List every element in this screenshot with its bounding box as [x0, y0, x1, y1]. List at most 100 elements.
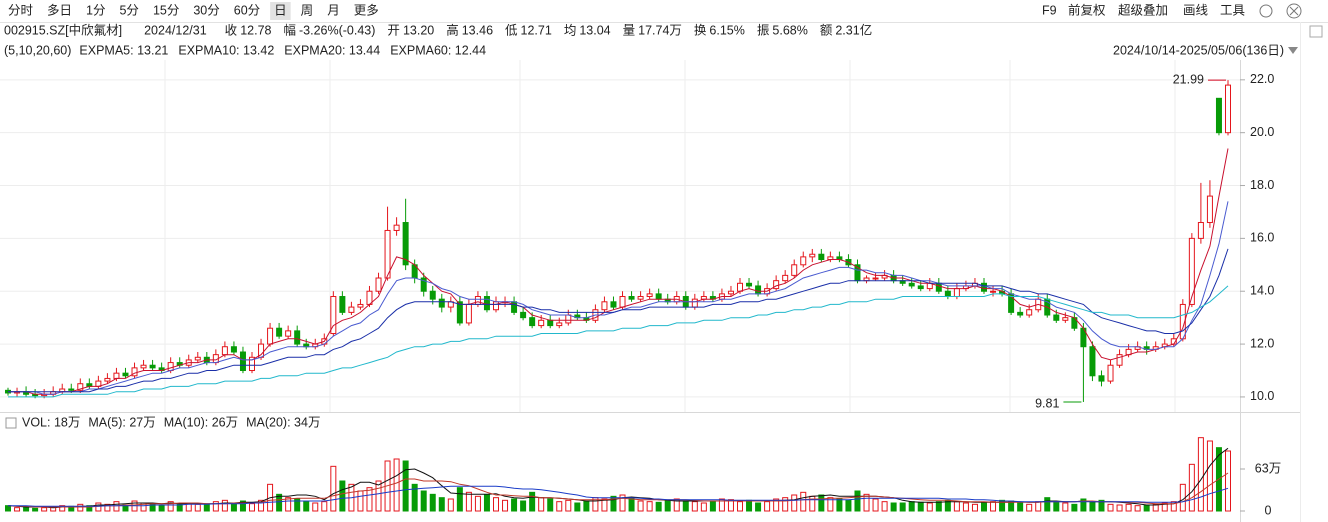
tool-button[interactable]: 画线: [1183, 3, 1209, 17]
volume-bar: [1143, 504, 1150, 512]
candle-body: [1215, 97, 1222, 134]
candle-body: [935, 282, 942, 292]
volume-bar: [294, 498, 301, 512]
field-label: 高: [446, 22, 459, 37]
candle-body: [339, 296, 346, 313]
volume-bar: [1161, 502, 1168, 512]
volume-bar: [221, 499, 228, 512]
volume-bar: [285, 497, 292, 512]
candle-body: [655, 293, 662, 300]
tool-button[interactable]: 超级叠加: [1118, 2, 1168, 17]
volume-bar: [32, 507, 39, 512]
candle-body: [230, 346, 237, 353]
volume-bar: [1197, 437, 1204, 512]
field-label: 额: [820, 23, 833, 37]
volume-bar: [872, 498, 879, 512]
tab[interactable]: 多日: [47, 3, 72, 17]
volume-bar: [1071, 503, 1078, 512]
settings-icon[interactable]: [1259, 4, 1273, 18]
candle-body: [104, 377, 111, 382]
annotation: 21.99: [1173, 72, 1204, 86]
candle-body: [800, 256, 807, 266]
candle-body: [1098, 375, 1105, 382]
candle-body: [646, 293, 653, 298]
candle-body: [1053, 314, 1060, 321]
volume-bar: [14, 507, 21, 512]
volume-bar: [104, 503, 111, 512]
tab[interactable]: 周: [301, 3, 314, 17]
volume-bar: [239, 500, 246, 512]
volume-bar: [5, 505, 11, 512]
volume-bar: [664, 499, 671, 512]
close-icon[interactable]: [1289, 6, 1299, 16]
candle-body: [375, 277, 382, 292]
candle-body: [1188, 237, 1195, 305]
volume-bar: [1170, 501, 1177, 512]
volume-bar: [854, 490, 861, 512]
candle-body: [294, 330, 301, 345]
volume-bar: [86, 505, 93, 512]
volume-bar: [1044, 497, 1051, 512]
tab[interactable]: 5分: [119, 3, 138, 17]
tab[interactable]: 15分: [153, 3, 179, 17]
volume-bar: [538, 497, 545, 512]
tool-button[interactable]: 前复权: [1068, 2, 1106, 17]
tab[interactable]: 分时: [8, 3, 34, 17]
y-tick-label: 16.0: [1250, 231, 1274, 245]
volume-bar: [529, 491, 536, 512]
volume-bar: [1206, 440, 1213, 512]
volume-bar: [990, 501, 997, 512]
volume-bar: [1035, 501, 1042, 512]
candle-body: [465, 303, 472, 324]
tool-button[interactable]: 工具: [1220, 3, 1246, 17]
tool-button[interactable]: F9: [1042, 3, 1057, 17]
volume-bar: [330, 465, 337, 512]
volume-bar: [773, 498, 780, 512]
candle-body: [348, 306, 355, 313]
volume-bar: [1017, 502, 1024, 512]
wp-icon[interactable]: [1309, 25, 1323, 38]
volume-bar: [95, 502, 102, 512]
field-value: 6.15%: [709, 23, 744, 37]
tab[interactable]: 1分: [86, 3, 105, 17]
volume-bar: [23, 506, 30, 512]
candle-body: [483, 296, 490, 311]
volume-bar: [836, 498, 843, 512]
tab[interactable]: 月: [327, 3, 340, 17]
legend-entry: MA(5): 27万: [88, 415, 155, 429]
volume-bar: [673, 498, 680, 512]
volume-bar: [483, 494, 490, 512]
volume-bar: [276, 493, 283, 512]
candle-body: [953, 288, 960, 298]
tab[interactable]: 更多: [354, 3, 379, 17]
y-tick-label: 12.0: [1250, 336, 1274, 350]
y-tick-label: 22.0: [1250, 72, 1274, 86]
volume-bar: [637, 500, 644, 512]
volume-bar: [258, 499, 265, 512]
tab[interactable]: 60分: [234, 3, 260, 17]
candle-body: [520, 311, 527, 319]
volume-bar: [1098, 499, 1105, 512]
candle-body: [628, 296, 635, 300]
dropdown-arrow[interactable]: [1288, 47, 1298, 54]
tab[interactable]: 30分: [193, 3, 219, 17]
volume-bar: [583, 500, 590, 512]
candle-body: [1116, 354, 1123, 366]
volume-bar: [1125, 503, 1132, 512]
close-icon[interactable]: [1286, 3, 1302, 19]
y-tick-label: 63万: [1255, 461, 1281, 475]
legend-entry: VOL: 18万: [22, 415, 80, 429]
volume-bar: [312, 502, 319, 512]
candle-body: [619, 296, 626, 308]
volume-bar: [700, 502, 707, 512]
candle-body: [601, 301, 608, 311]
tab[interactable]: 日: [274, 3, 287, 17]
volume-bar: [1053, 501, 1060, 512]
candle-body: [529, 317, 536, 327]
volume-bar: [764, 501, 771, 512]
volume-bar: [1026, 503, 1033, 512]
volume-bar: [1152, 503, 1159, 512]
volume-bar: [511, 498, 518, 512]
volume-bar: [782, 497, 789, 512]
